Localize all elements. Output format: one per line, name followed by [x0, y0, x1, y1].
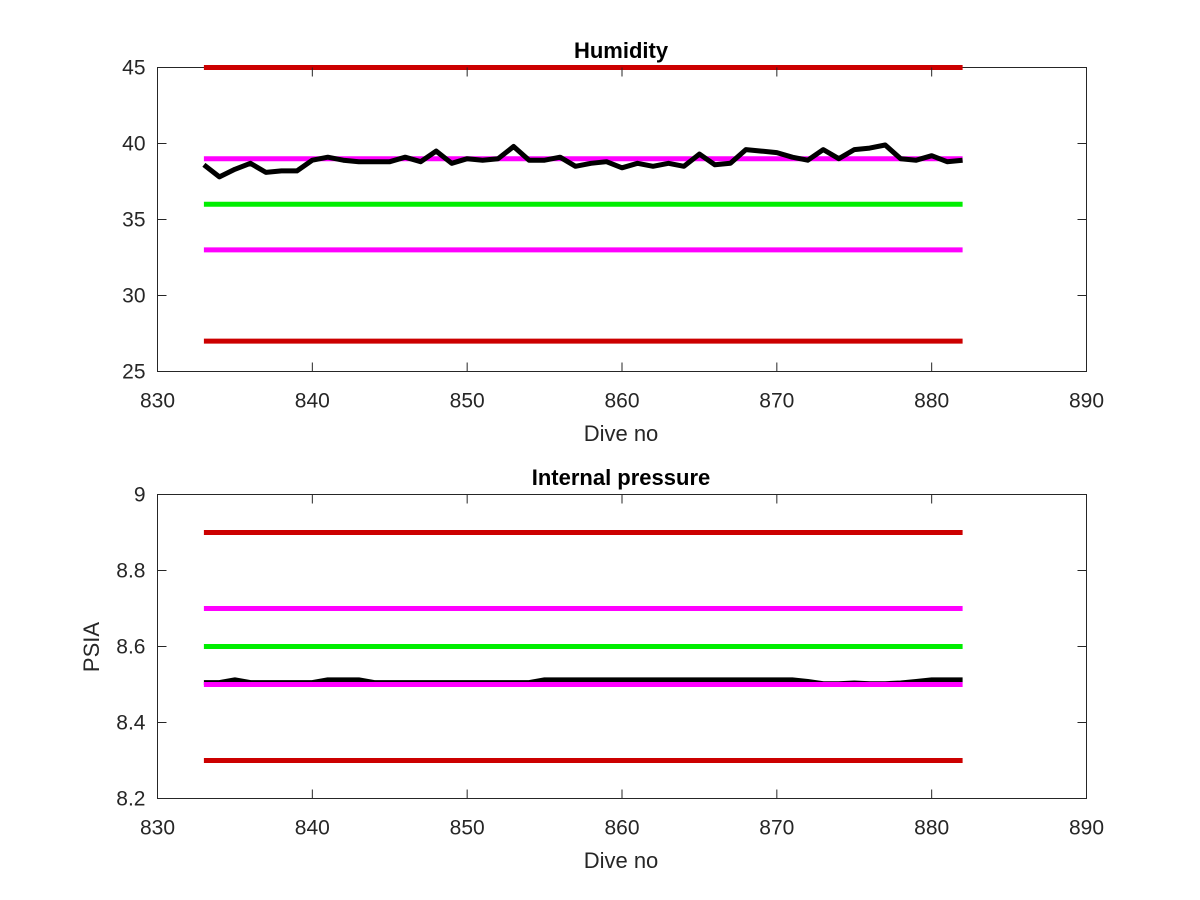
pressure-y-tick-label: 8.8 — [116, 560, 145, 583]
internal-pressure-chart: 830 840 850 860 870 880 890 8.2 8.4 8.6 8.8 9 Inter… — [79, 465, 1104, 873]
pressure-x-axis-label: Dive no — [584, 848, 659, 873]
humidity-chart-title: Humidity — [574, 38, 669, 63]
pressure-ticks: 830 840 850 860 870 880 890 8.2 8.4 8.6 8.8 9 — [116, 484, 1104, 840]
pressure-x-tick-label: 830 — [140, 817, 175, 840]
humidity-plot-area — [157, 67, 1087, 372]
humidity-y-tick-label: 45 — [122, 57, 145, 80]
humidity-chart: 830 840 850 860 870 880 890 25 30 35 40 45 Humidity… — [122, 38, 1104, 446]
humidity-x-tick-label: 880 — [914, 390, 949, 413]
pressure-x-tick-label: 840 — [295, 817, 330, 840]
humidity-x-tick-label: 890 — [1069, 390, 1104, 413]
pressure-y-tick-label: 9 — [134, 484, 146, 507]
pressure-chart-title: Internal pressure — [532, 465, 711, 490]
pressure-x-tick-label: 880 — [914, 817, 949, 840]
humidity-x-tick-label: 840 — [295, 390, 330, 413]
humidity-x-tick-label: 830 — [140, 390, 175, 413]
humidity-y-tick-label: 40 — [122, 133, 145, 156]
humidity-y-tick-label: 35 — [122, 209, 145, 232]
humidity-x-axis-label: Dive no — [584, 421, 659, 446]
pressure-x-tick-label: 850 — [450, 817, 485, 840]
pressure-x-tick-label: 860 — [604, 817, 639, 840]
pressure-y-tick-label: 8.4 — [116, 712, 146, 735]
humidity-series-group — [202, 65, 963, 344]
pressure-x-tick-label: 890 — [1069, 817, 1104, 840]
pressure-series-group — [203, 530, 963, 763]
humidity-y-tick-label: 30 — [122, 285, 145, 308]
pressure-y-tick-label: 8.6 — [116, 636, 145, 659]
humidity-x-tick-label: 860 — [604, 390, 639, 413]
humidity-y-tick-label: 25 — [122, 361, 145, 384]
humidity-ticks: 830 840 850 860 870 880 890 25 30 35 40 45 — [122, 57, 1104, 413]
humidity-x-tick-label: 850 — [450, 390, 485, 413]
pressure-y-axis-label: PSIA — [79, 622, 104, 672]
humidity-series-line-5 — [202, 142, 963, 180]
humidity-x-tick-label: 870 — [759, 390, 794, 413]
pressure-x-tick-label: 870 — [759, 817, 794, 840]
pressure-y-tick-label: 8.2 — [116, 788, 145, 811]
